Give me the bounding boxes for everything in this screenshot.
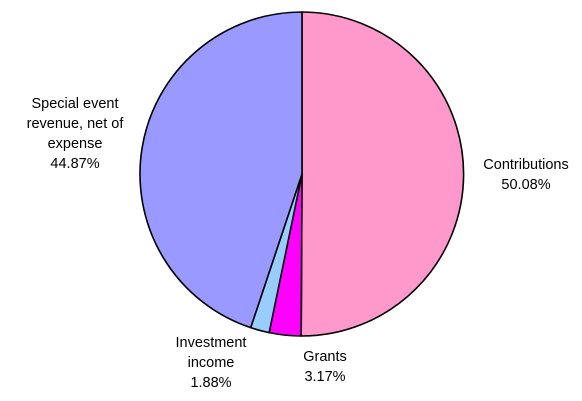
slice-percent-label: 44.87% [50,156,99,172]
slice-label-line: Special event [31,96,118,112]
slice-percent-label: 50.08% [501,177,550,193]
slice-label-line: expense [48,136,103,152]
pie-slices [139,11,465,337]
slice-label-line: revenue, net of [27,116,125,132]
slice-label-line: Grants [303,349,347,365]
pie-labels: Contributions 50.08% Grants 3.17% Investment… [27,96,569,391]
slice-label-special-event-revenue: Special event revenue, net of expense 44.87… [27,96,125,172]
slice-label-investment-income: Investment income 1.88% [176,335,247,391]
pie-slice-contributions [300,11,465,337]
pie-slice-special-event-revenue [139,11,303,329]
slice-percent-label: 1.88% [190,375,231,391]
slice-label-line: Investment [176,335,247,351]
slice-label-contributions: Contributions 50.08% [483,157,568,193]
slice-label-line: income [188,355,235,371]
slice-percent-label: 3.17% [304,369,345,385]
slice-label-grants: Grants 3.17% [303,349,347,385]
slice-label-line: Contributions [483,157,568,173]
